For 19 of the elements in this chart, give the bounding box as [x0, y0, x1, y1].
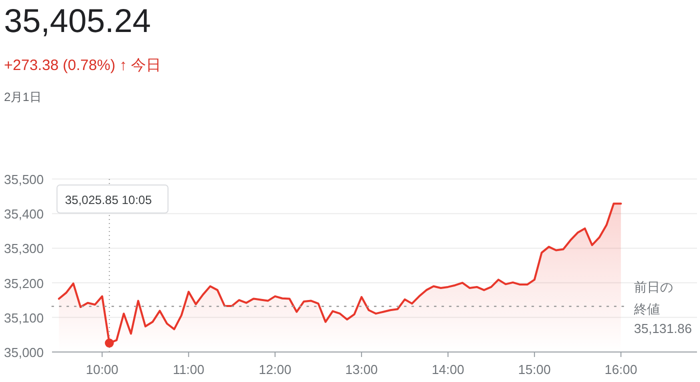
chart-subtitle: +273.38 (0.78%) ↑ 今日 — [4, 57, 162, 74]
x-tick-label: 12:00 — [258, 362, 292, 377]
y-tick-label: 35,100 — [4, 310, 44, 326]
x-tick-label: 10:00 — [86, 362, 118, 377]
y-tick-label: 35,500 — [4, 172, 44, 187]
x-tick-label: 15:00 — [518, 362, 551, 377]
x-tick-label: 16:00 — [604, 362, 638, 377]
x-tick-label: 14:00 — [432, 362, 464, 377]
y-tick-label: 35,200 — [4, 276, 44, 291]
y-tick-label: 35,400 — [4, 206, 44, 222]
ref-line-label: 前日の終値 — [633, 279, 673, 316]
annotation: 35,131.86 — [634, 321, 692, 336]
text: 2月1日 — [4, 90, 42, 104]
annotation: 35,025.85 10:05 — [65, 193, 152, 207]
y-tick-label: 35,000 — [4, 345, 44, 360]
x-tick-label: 13:00 — [345, 362, 378, 377]
x-tick-label: 11:00 — [172, 362, 204, 377]
chart-title: 35,405.24 — [4, 2, 151, 39]
y-tick-label: 35,300 — [4, 241, 44, 256]
